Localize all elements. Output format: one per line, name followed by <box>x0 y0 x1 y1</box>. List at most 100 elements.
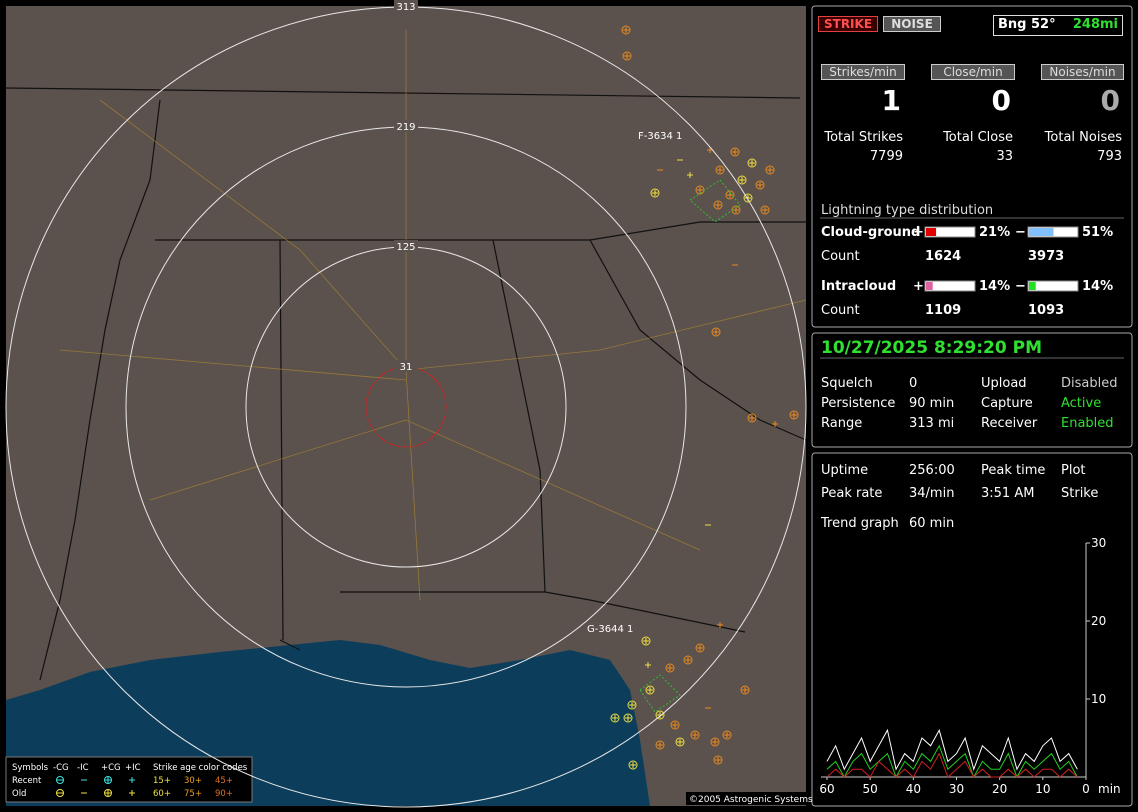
panel <box>811 452 1133 807</box>
strike-symbol <box>713 200 723 210</box>
datetime: 10/27/2025 8:29:20 PM <box>821 338 1042 358</box>
count-label: Count <box>821 249 860 264</box>
dist-label: Intracloud <box>821 279 897 294</box>
count-label: Count <box>821 303 860 318</box>
percent: 14% <box>1082 279 1114 294</box>
setting: Disabled <box>1061 376 1118 391</box>
strike-symbol <box>715 757 721 763</box>
legend-text: 75+ <box>184 789 202 799</box>
strike-symbol <box>713 755 723 765</box>
strike-symbol <box>743 193 753 203</box>
bar <box>926 282 933 290</box>
stat: 256:00 <box>909 463 955 478</box>
strike-symbol <box>730 147 740 157</box>
strike-symbol <box>695 185 705 195</box>
ring-label: 313 <box>396 2 415 13</box>
strike-symbol <box>755 180 765 190</box>
sign: + <box>913 225 924 240</box>
setting: 0 <box>909 376 918 391</box>
legend-text: Strike age color codes <box>153 763 248 773</box>
bar <box>1029 282 1036 290</box>
strike-symbol <box>740 685 750 695</box>
stat: Peak time <box>981 463 1046 478</box>
strike-symbol <box>749 415 755 421</box>
rate-header: Noises/min <box>1041 64 1124 80</box>
legend-text: Recent <box>12 776 42 786</box>
rate-header: Strikes/min <box>821 64 905 80</box>
total-value: 7799 <box>869 149 903 164</box>
legend-text: -IC <box>77 763 89 773</box>
strike-symbol <box>760 205 770 215</box>
strike-symbol <box>791 412 797 418</box>
strike-symbol <box>685 657 691 663</box>
strike-symbol <box>725 190 735 200</box>
strike-symbol <box>715 202 721 208</box>
ring-label-bg <box>394 0 418 12</box>
y-tick-label: 30 <box>1091 536 1106 550</box>
strike-symbol <box>623 27 629 33</box>
stat: Peak rate <box>821 486 883 501</box>
trend-label: Trend graph <box>821 516 899 531</box>
strike-symbol <box>670 720 680 730</box>
x-unit: min <box>1098 782 1121 796</box>
strike-symbol <box>767 167 773 173</box>
noise-button[interactable]: NOISE <box>883 16 941 32</box>
count: 1093 <box>1028 303 1065 318</box>
stat: Plot <box>1061 463 1086 478</box>
strike-symbol <box>628 760 638 770</box>
dist-title: Lightning type distribution <box>821 203 994 218</box>
ring-label: 219 <box>396 122 415 133</box>
strike-symbol <box>697 645 703 651</box>
y-tick-label: 10 <box>1091 692 1106 706</box>
rate-value: 1 <box>881 84 901 117</box>
strike-symbol <box>623 713 633 723</box>
strike-symbol <box>625 715 631 721</box>
strike-symbol <box>641 636 651 646</box>
strike-symbol <box>717 167 723 173</box>
strike-symbol <box>712 739 718 745</box>
sign: + <box>913 279 924 294</box>
strike-symbol <box>710 737 720 747</box>
stat: Strike <box>1061 486 1099 501</box>
panel <box>811 332 1133 448</box>
ring-label-bg <box>394 120 418 132</box>
strike-symbol <box>717 622 723 628</box>
stat: 3:51 AM <box>981 486 1035 501</box>
strike-symbol <box>713 329 719 335</box>
trend-value: 60 min <box>909 516 955 531</box>
legend-symbol <box>105 790 111 796</box>
strike-symbol <box>749 160 755 166</box>
strike-button[interactable]: STRIKE <box>818 16 878 32</box>
strike-symbol <box>692 732 698 738</box>
bar-track <box>1027 280 1079 292</box>
count: 1624 <box>925 249 962 264</box>
ring-label-bg <box>394 360 418 372</box>
strike-symbol <box>722 730 732 740</box>
ring-label: 125 <box>396 242 415 253</box>
percent: 21% <box>979 225 1011 240</box>
setting: Upload <box>981 376 1027 391</box>
legend-text: -CG <box>53 763 69 773</box>
count: 1109 <box>925 303 962 318</box>
legend-symbol <box>105 777 111 783</box>
legend-text: Old <box>12 789 26 799</box>
legend-symbol <box>129 777 135 783</box>
rate-header: Close/min <box>931 64 1015 80</box>
strike-symbol <box>711 327 721 337</box>
strike-symbol <box>724 732 730 738</box>
storm-label: G-3644 1 <box>587 624 633 635</box>
legend-text: 30+ <box>184 776 202 786</box>
legend-text: 60+ <box>153 789 171 799</box>
stat: 34/min <box>909 486 955 501</box>
legend-symbol <box>56 776 64 784</box>
total-value: 793 <box>1097 149 1122 164</box>
dist-label: Cloud-ground <box>821 225 921 240</box>
y-tick-label: 20 <box>1091 614 1106 628</box>
bar-track <box>924 226 976 238</box>
trend-line <box>826 744 1078 779</box>
strike-symbol <box>621 25 631 35</box>
rate-value: 0 <box>1100 84 1120 117</box>
percent: 51% <box>1082 225 1114 240</box>
strike-symbol <box>630 762 636 768</box>
